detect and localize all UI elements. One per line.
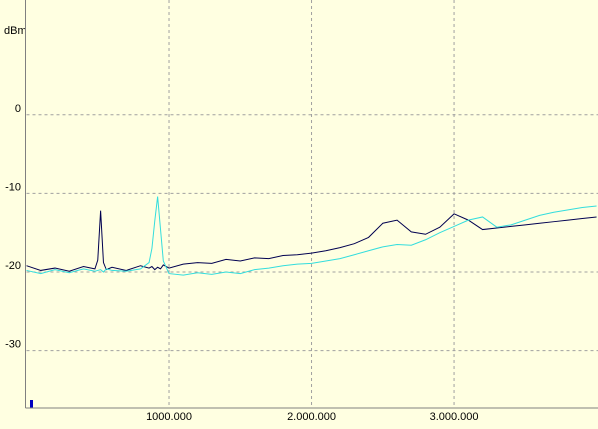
series-line [26, 196, 597, 276]
y-tick-label: 0 [15, 103, 21, 115]
marker [30, 400, 33, 408]
y-tick-label: -10 [5, 181, 21, 193]
series-line [26, 210, 597, 272]
x-tick-label: 3.000.000 [430, 411, 479, 423]
y-axis-label: dBm [4, 25, 27, 37]
x-tick-label: 1000.000 [146, 411, 192, 423]
y-tick-label: -30 [5, 339, 21, 351]
y-tick-label: -20 [5, 260, 21, 272]
x-tick-label: 2.000.000 [287, 411, 336, 423]
